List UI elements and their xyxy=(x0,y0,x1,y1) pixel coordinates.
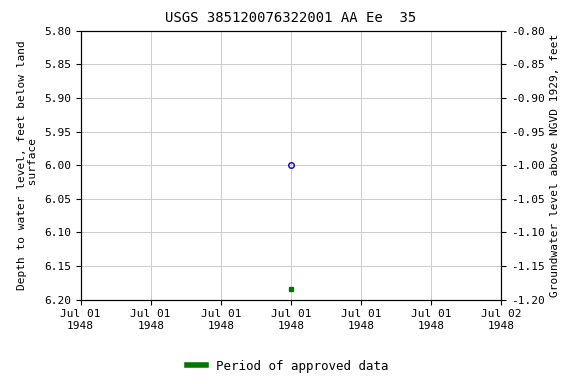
Y-axis label: Groundwater level above NGVD 1929, feet: Groundwater level above NGVD 1929, feet xyxy=(550,33,560,297)
Y-axis label: Depth to water level, feet below land
 surface: Depth to water level, feet below land su… xyxy=(17,40,39,290)
Legend: Period of approved data: Period of approved data xyxy=(183,355,393,378)
Title: USGS 385120076322001 AA Ee  35: USGS 385120076322001 AA Ee 35 xyxy=(165,12,416,25)
